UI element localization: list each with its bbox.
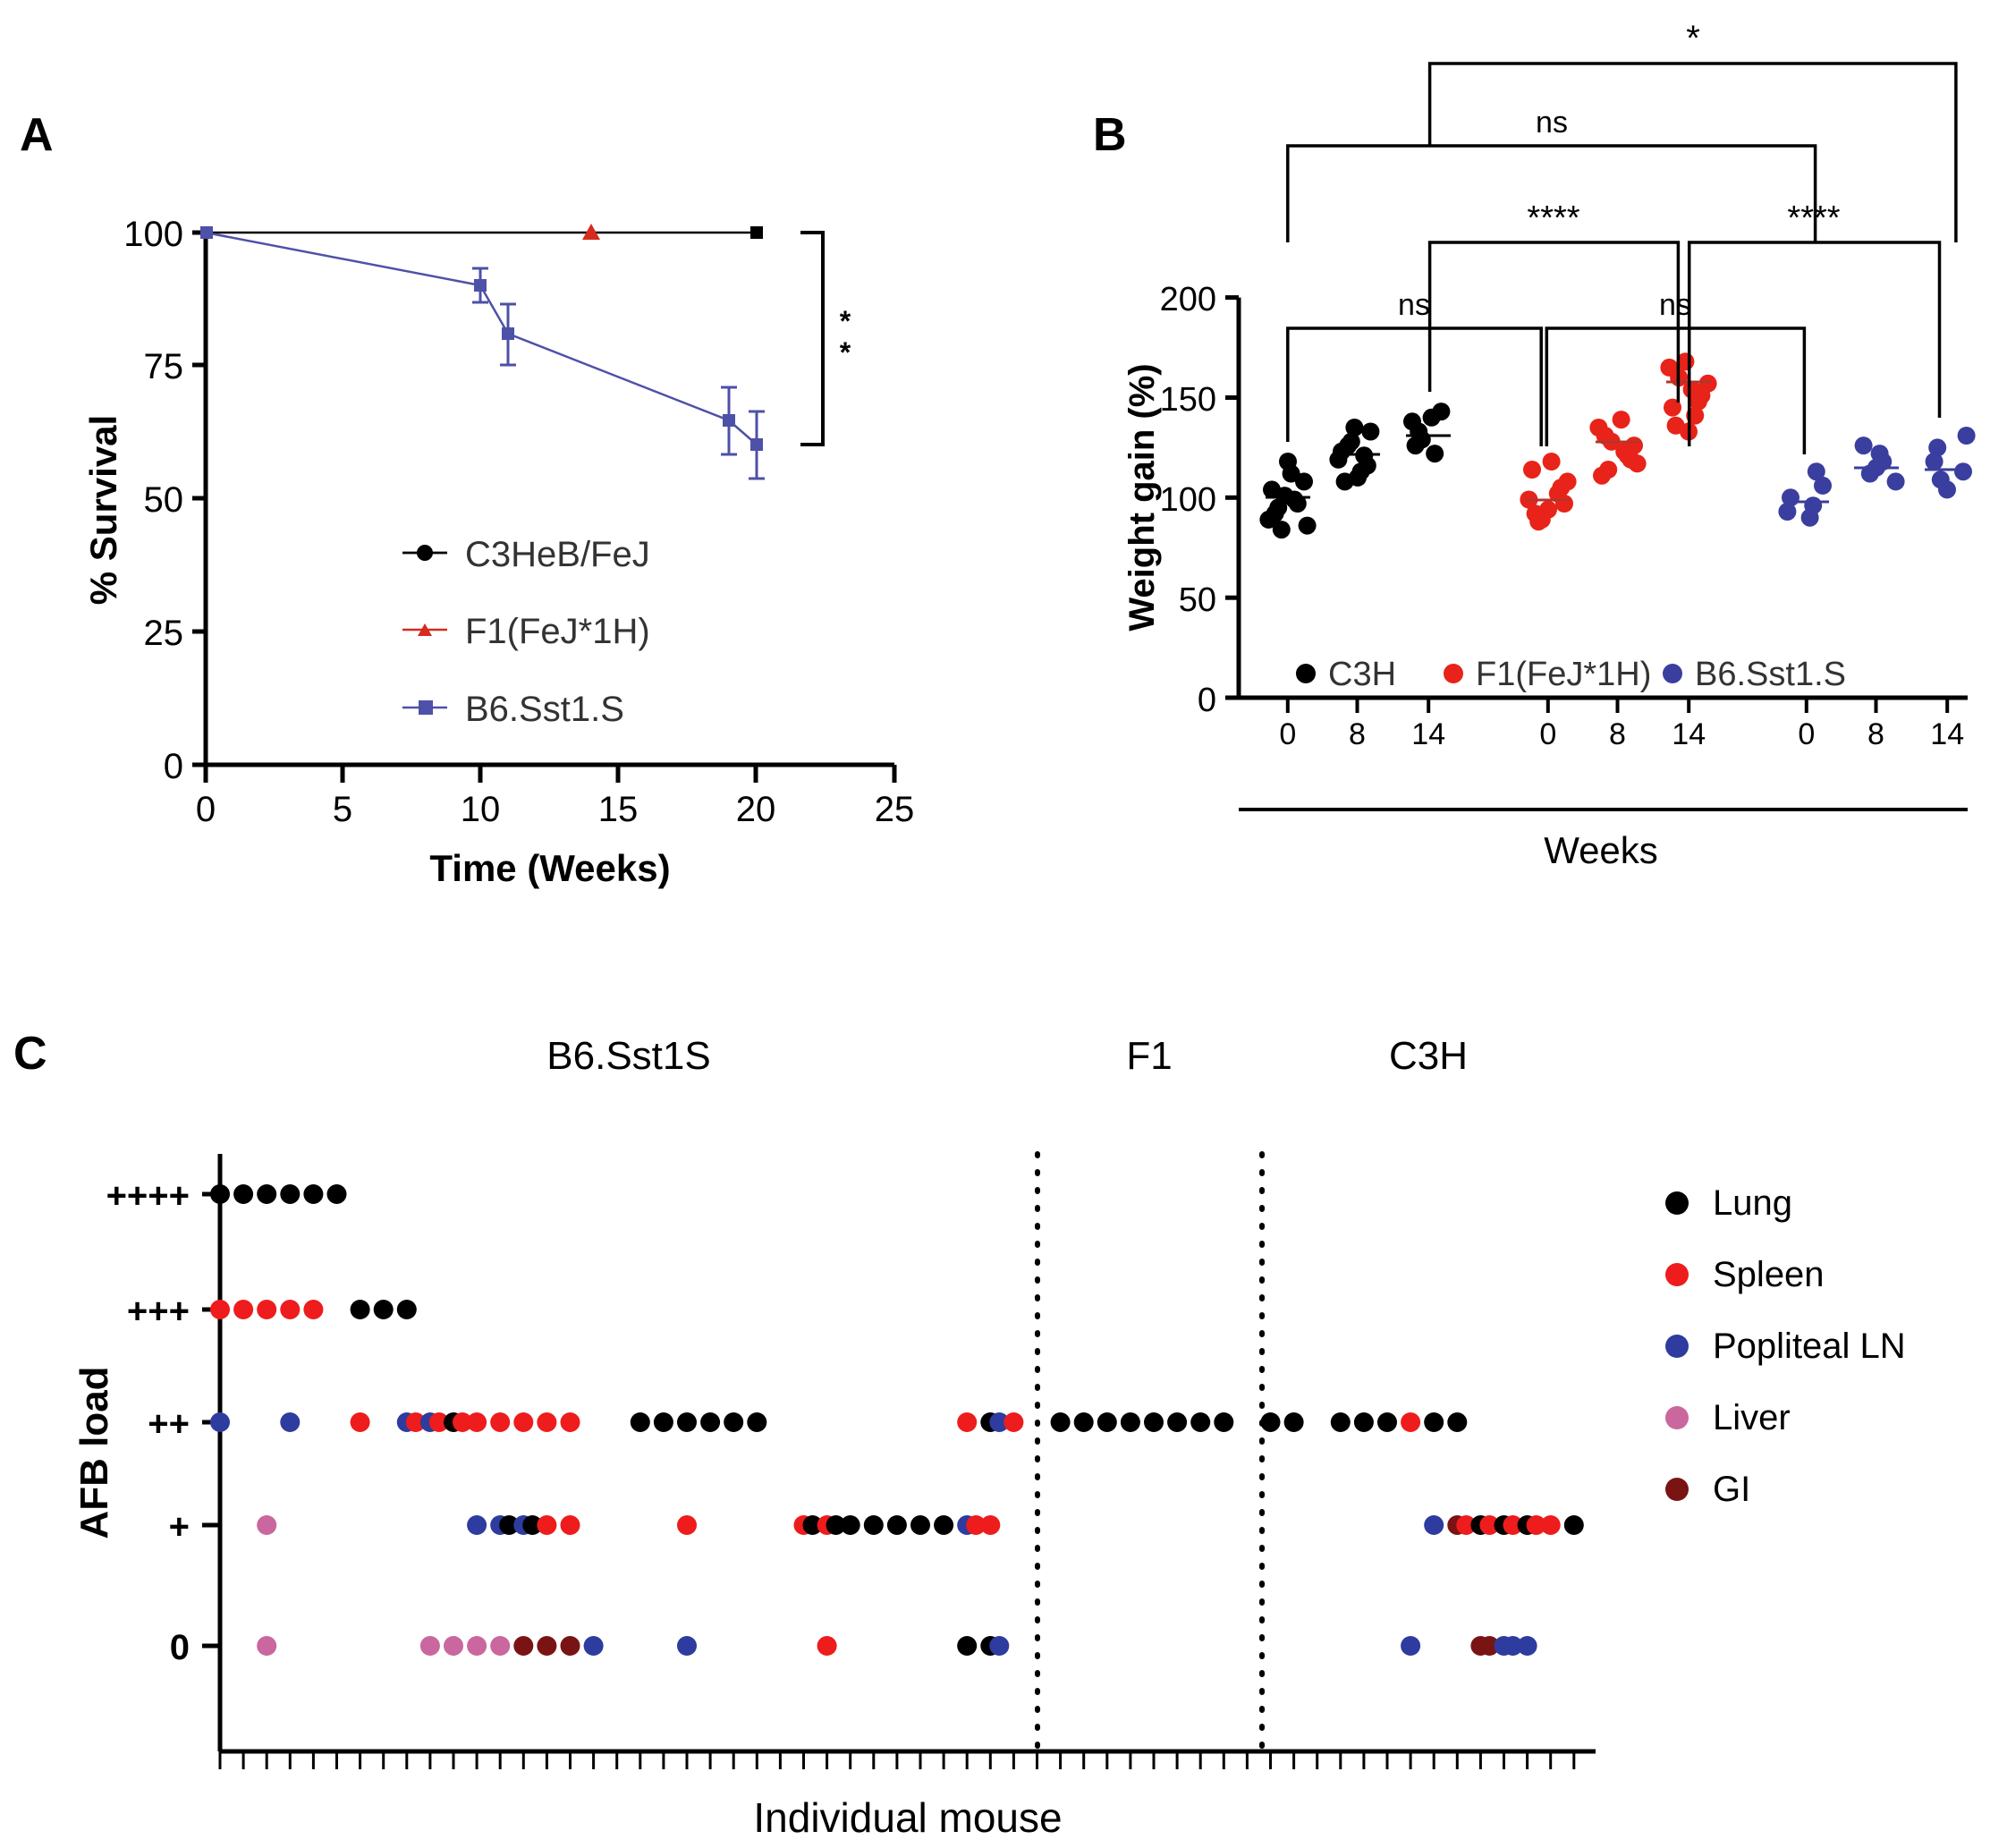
- svg-text:Time (Weeks): Time (Weeks): [429, 847, 670, 889]
- svg-text:0: 0: [170, 1628, 190, 1667]
- svg-text:8: 8: [1867, 717, 1884, 751]
- svg-text:+++: +++: [127, 1292, 190, 1331]
- svg-text:B6.Sst1.S: B6.Sst1.S: [1695, 656, 1846, 693]
- svg-text:0: 0: [1539, 717, 1556, 751]
- svg-text:0: 0: [196, 790, 216, 829]
- svg-text:10: 10: [461, 790, 501, 829]
- svg-text:0: 0: [164, 747, 183, 786]
- svg-text:A: A: [20, 109, 54, 161]
- svg-text:0: 0: [1279, 717, 1296, 751]
- svg-text:8: 8: [1349, 717, 1366, 751]
- svg-text:50: 50: [1179, 581, 1216, 619]
- svg-text:8: 8: [1609, 717, 1626, 751]
- svg-text:C: C: [13, 1028, 47, 1080]
- svg-text:100: 100: [1160, 481, 1216, 519]
- svg-text:Spleen: Spleen: [1713, 1255, 1825, 1294]
- svg-text:Lung: Lung: [1713, 1183, 1792, 1223]
- svg-text:****: ****: [1527, 199, 1579, 237]
- svg-text:C3H: C3H: [1328, 656, 1396, 693]
- svg-text:ns: ns: [1398, 288, 1430, 322]
- svg-text:F1(FeJ*1H): F1(FeJ*1H): [465, 612, 650, 651]
- svg-text:5: 5: [333, 790, 352, 829]
- svg-text:25: 25: [144, 614, 184, 653]
- svg-text:0: 0: [1798, 717, 1815, 751]
- svg-text:+: +: [169, 1507, 190, 1547]
- svg-text:F1: F1: [1126, 1034, 1172, 1078]
- svg-text:C3HeB/FeJ: C3HeB/FeJ: [465, 535, 650, 574]
- svg-text:15: 15: [598, 790, 639, 829]
- svg-text:25: 25: [875, 790, 915, 829]
- svg-text:Popliteal LN: Popliteal LN: [1713, 1327, 1906, 1366]
- svg-text:F1(FeJ*1H): F1(FeJ*1H): [1476, 656, 1651, 693]
- svg-text:75: 75: [144, 347, 184, 386]
- svg-text:Weeks: Weeks: [1544, 829, 1658, 871]
- svg-text:*: *: [1686, 19, 1700, 58]
- svg-text:ns: ns: [1536, 106, 1568, 140]
- svg-text:Individual mouse: Individual mouse: [753, 1794, 1062, 1841]
- svg-text:150: 150: [1160, 381, 1216, 419]
- svg-text:20: 20: [736, 790, 776, 829]
- svg-text:GI: GI: [1713, 1470, 1750, 1509]
- svg-text:14: 14: [1672, 717, 1706, 751]
- svg-text:Weight gain (%): Weight gain (%): [1122, 363, 1162, 631]
- svg-text:*: *: [840, 305, 851, 337]
- svg-text:B6.Sst1.S: B6.Sst1.S: [465, 690, 624, 729]
- svg-text:50: 50: [144, 480, 184, 520]
- svg-text:14: 14: [1930, 717, 1964, 751]
- svg-text:100: 100: [123, 215, 183, 254]
- svg-text:14: 14: [1411, 717, 1445, 751]
- svg-text:++++: ++++: [106, 1176, 190, 1216]
- svg-text:Liver: Liver: [1713, 1398, 1791, 1437]
- svg-text:AFB load: AFB load: [72, 1366, 116, 1539]
- svg-text:*: *: [840, 336, 851, 369]
- svg-text:C3H: C3H: [1389, 1034, 1468, 1078]
- svg-text:0: 0: [1198, 682, 1216, 719]
- svg-text:B6.Sst1S: B6.Sst1S: [546, 1034, 710, 1078]
- svg-text:200: 200: [1160, 281, 1216, 318]
- svg-text:++: ++: [148, 1404, 190, 1444]
- svg-text:ns: ns: [1659, 288, 1691, 322]
- svg-text:B: B: [1093, 109, 1127, 161]
- svg-text:% Survival: % Survival: [82, 415, 124, 605]
